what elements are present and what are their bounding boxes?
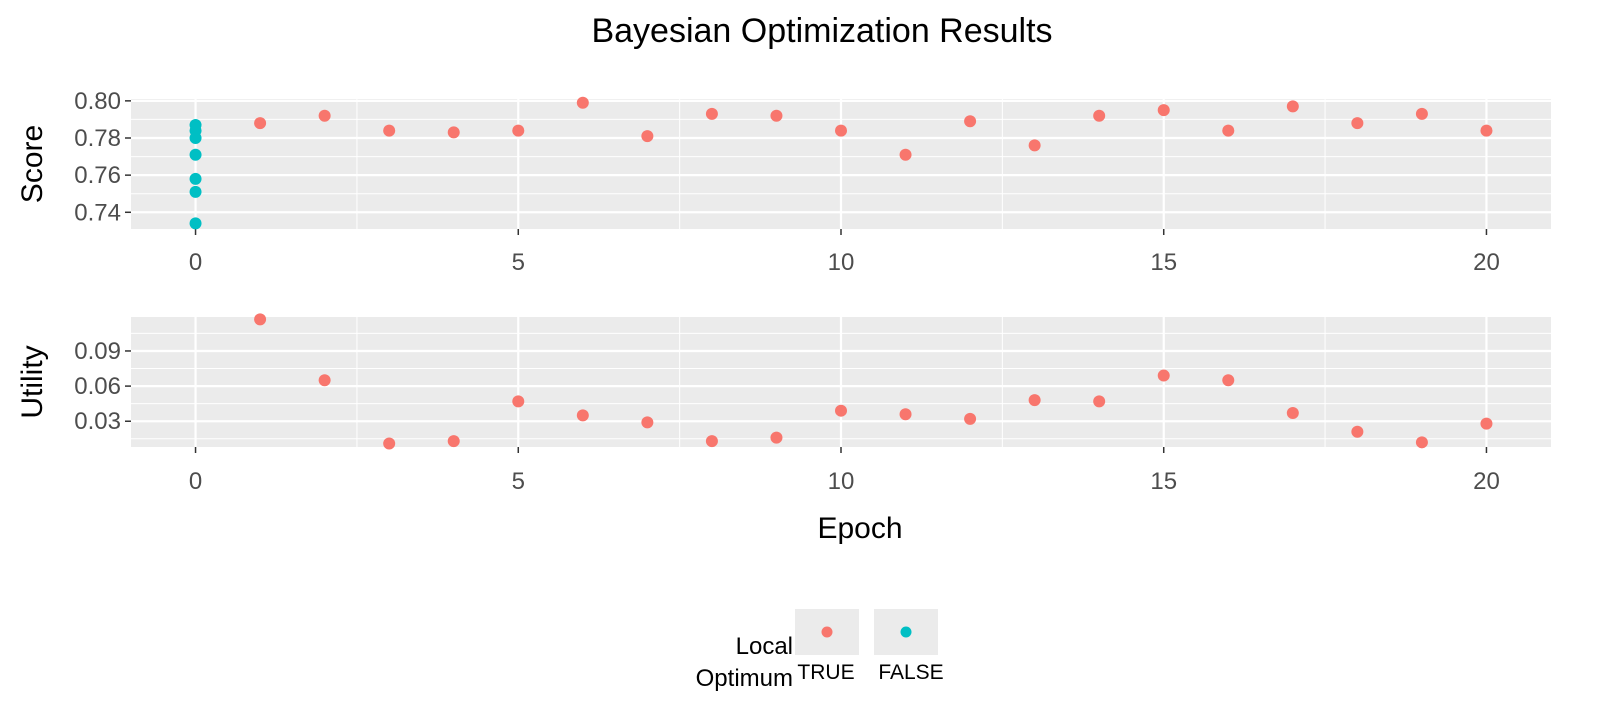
score-point-true	[447, 126, 460, 139]
utility-point-true	[899, 408, 912, 421]
score-point-true	[254, 117, 267, 130]
score-x-tick-label: 5	[512, 249, 525, 276]
utility-point-true	[770, 431, 783, 444]
utility-point-true	[1028, 394, 1041, 407]
legend-title-line-2: Optimum	[696, 665, 793, 692]
score-point-true	[964, 115, 977, 128]
score-point-false	[189, 148, 202, 161]
utility-x-tick-label: 5	[512, 468, 525, 495]
utility-point-true	[1093, 395, 1106, 408]
utility-x-tick-label: 0	[189, 468, 202, 495]
utility-panel: 0 5 10 15 20 0.03 0.06 0.09 Utility	[16, 313, 1551, 495]
score-point-true	[318, 109, 331, 122]
utility-point-true	[1480, 417, 1493, 430]
utility-point-true	[254, 313, 267, 326]
score-panel: 0 5 10 15 20 0.74 0.76 0.78 0.80 Score	[16, 88, 1551, 276]
score-point-true	[383, 124, 396, 137]
utility-y-axis-title: Utility	[16, 345, 49, 418]
score-point-false	[189, 172, 202, 185]
legend: Local Optimum TRUE FALSE	[696, 609, 944, 692]
score-point-false	[189, 132, 202, 144]
score-point-true	[1286, 100, 1299, 113]
legend-title-line-1: Local	[736, 633, 793, 660]
utility-point-true	[576, 409, 589, 422]
score-point-true	[1157, 104, 1170, 117]
utility-point-true	[1157, 369, 1170, 382]
score-y-tick-label: 0.74	[74, 199, 121, 226]
utility-x-tick-label: 10	[828, 468, 855, 495]
score-point-false	[189, 217, 202, 230]
score-y-tick-label: 0.78	[74, 125, 121, 152]
legend-swatch-true	[821, 626, 833, 638]
score-point-true	[641, 130, 654, 143]
utility-point-true	[964, 412, 977, 425]
score-point-true	[512, 124, 525, 137]
utility-y-tick-label: 0.09	[74, 338, 121, 365]
utility-x-tick-label: 15	[1150, 468, 1177, 495]
utility-point-true	[705, 435, 718, 448]
score-point-true	[1351, 117, 1364, 130]
score-x-tick-label: 0	[189, 249, 202, 276]
utility-point-true	[447, 435, 460, 448]
utility-point-true	[383, 437, 396, 450]
score-y-tick-label: 0.76	[74, 162, 121, 189]
chart-title: Bayesian Optimization Results	[591, 12, 1052, 50]
legend-label-false: FALSE	[878, 661, 943, 684]
utility-point-true	[512, 395, 525, 408]
score-x-tick-label: 20	[1473, 249, 1500, 276]
score-point-true	[1093, 109, 1106, 122]
x-axis-title: Epoch	[817, 512, 902, 545]
score-point-true	[835, 124, 847, 137]
utility-point-true	[641, 416, 654, 429]
utility-y-tick-label: 0.06	[74, 373, 121, 400]
score-point-true	[705, 107, 718, 120]
score-point-true	[1480, 124, 1493, 137]
legend-label-true: TRUE	[797, 661, 854, 684]
score-point-true	[770, 109, 783, 122]
utility-x-tick-label: 20	[1473, 468, 1500, 495]
score-y-tick-label: 0.80	[74, 88, 121, 115]
score-point-true	[576, 96, 589, 109]
score-point-true	[899, 148, 912, 161]
utility-point-true	[1415, 436, 1428, 449]
utility-point-true	[1222, 374, 1235, 387]
score-point-true	[1415, 107, 1428, 120]
legend-swatch-false	[900, 626, 912, 638]
utility-y-tick-label: 0.03	[74, 408, 121, 435]
score-point-true	[1222, 124, 1235, 137]
utility-point-true	[318, 374, 331, 387]
utility-point-true	[835, 404, 847, 417]
score-point-false	[189, 185, 202, 198]
score-x-tick-label: 15	[1150, 249, 1177, 276]
utility-point-true	[1286, 407, 1299, 420]
score-x-tick-label: 10	[828, 249, 855, 276]
score-y-axis-title: Score	[16, 125, 49, 203]
score-point-true	[1028, 139, 1041, 152]
utility-point-true	[1351, 425, 1364, 438]
